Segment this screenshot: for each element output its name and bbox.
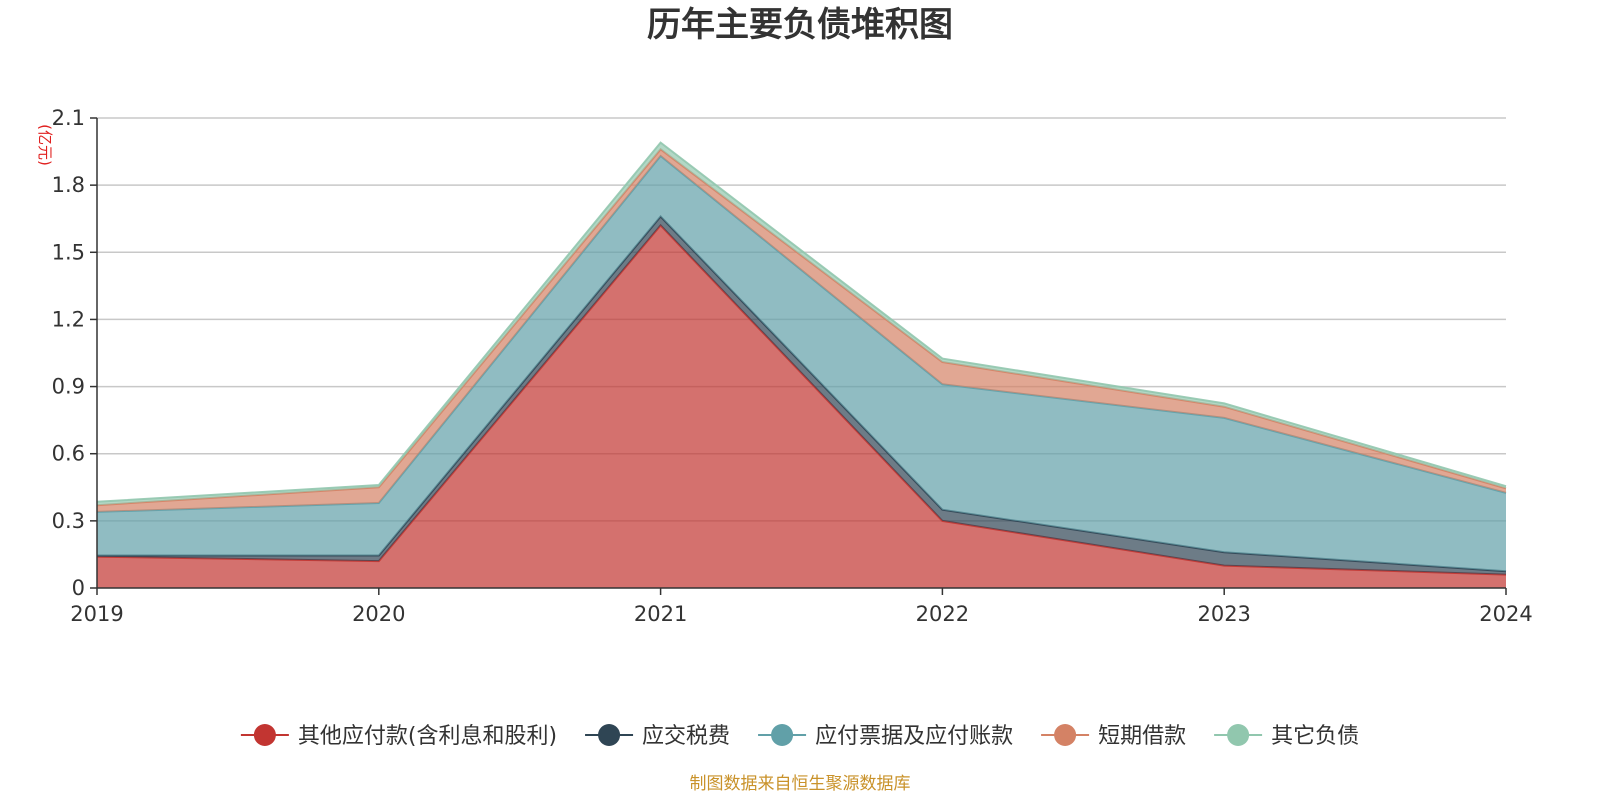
area-series-0	[97, 225, 1506, 588]
legend-marker-3	[1054, 724, 1077, 746]
legend-label-2: 应付票据及应付账款	[815, 724, 1013, 749]
legend-marker-2	[771, 724, 794, 746]
legend-label-0: 其他应付款(含利息和股利)	[298, 724, 557, 749]
x-tick-label: 2024	[1479, 602, 1532, 626]
area-series-group	[96, 141, 1507, 588]
y-tick-label: 1.2	[52, 307, 85, 331]
y-tick-label: 1.8	[52, 173, 85, 197]
x-tick-label: 2020	[352, 602, 405, 626]
footer-source: 制图数据来自恒生聚源数据库	[690, 774, 911, 794]
legend-marker-1	[598, 724, 621, 746]
legend-label-3: 短期借款	[1098, 724, 1186, 749]
x-tick-label: 2023	[1197, 602, 1250, 626]
area-line-4	[96, 141, 1507, 503]
y-tick-label: 0.3	[52, 509, 85, 533]
legend-marker-0	[253, 724, 276, 746]
unit-label: (亿元)	[36, 124, 54, 166]
x-tick-label: 2021	[634, 602, 687, 626]
y-tick-label: 0	[72, 576, 85, 600]
area-series-2	[97, 156, 1506, 572]
legend-label-4: 其它负债	[1271, 724, 1359, 749]
axes: 0 0.3 0.6 0.9 1.2 1.5 1.8 2.1 2019 2020 2021 2022 20…	[52, 106, 1533, 626]
y-tick-label: 0.9	[52, 375, 85, 399]
x-tick-label: 2022	[916, 602, 969, 626]
legend-label-1: 应交税费	[642, 724, 730, 749]
x-tick-label: 2019	[70, 602, 123, 626]
y-tick-label: 2.1	[52, 106, 85, 130]
legend: 其他应付款(含利息和股利) 应交税费 应付票据及应付账款 短期借款 其它负债	[240, 724, 1359, 749]
chart-title: 历年主要负债堆积图	[647, 5, 953, 45]
y-tick-label: 0.6	[52, 442, 85, 466]
legend-marker-4	[1227, 724, 1250, 746]
y-tick-label: 1.5	[52, 240, 85, 264]
